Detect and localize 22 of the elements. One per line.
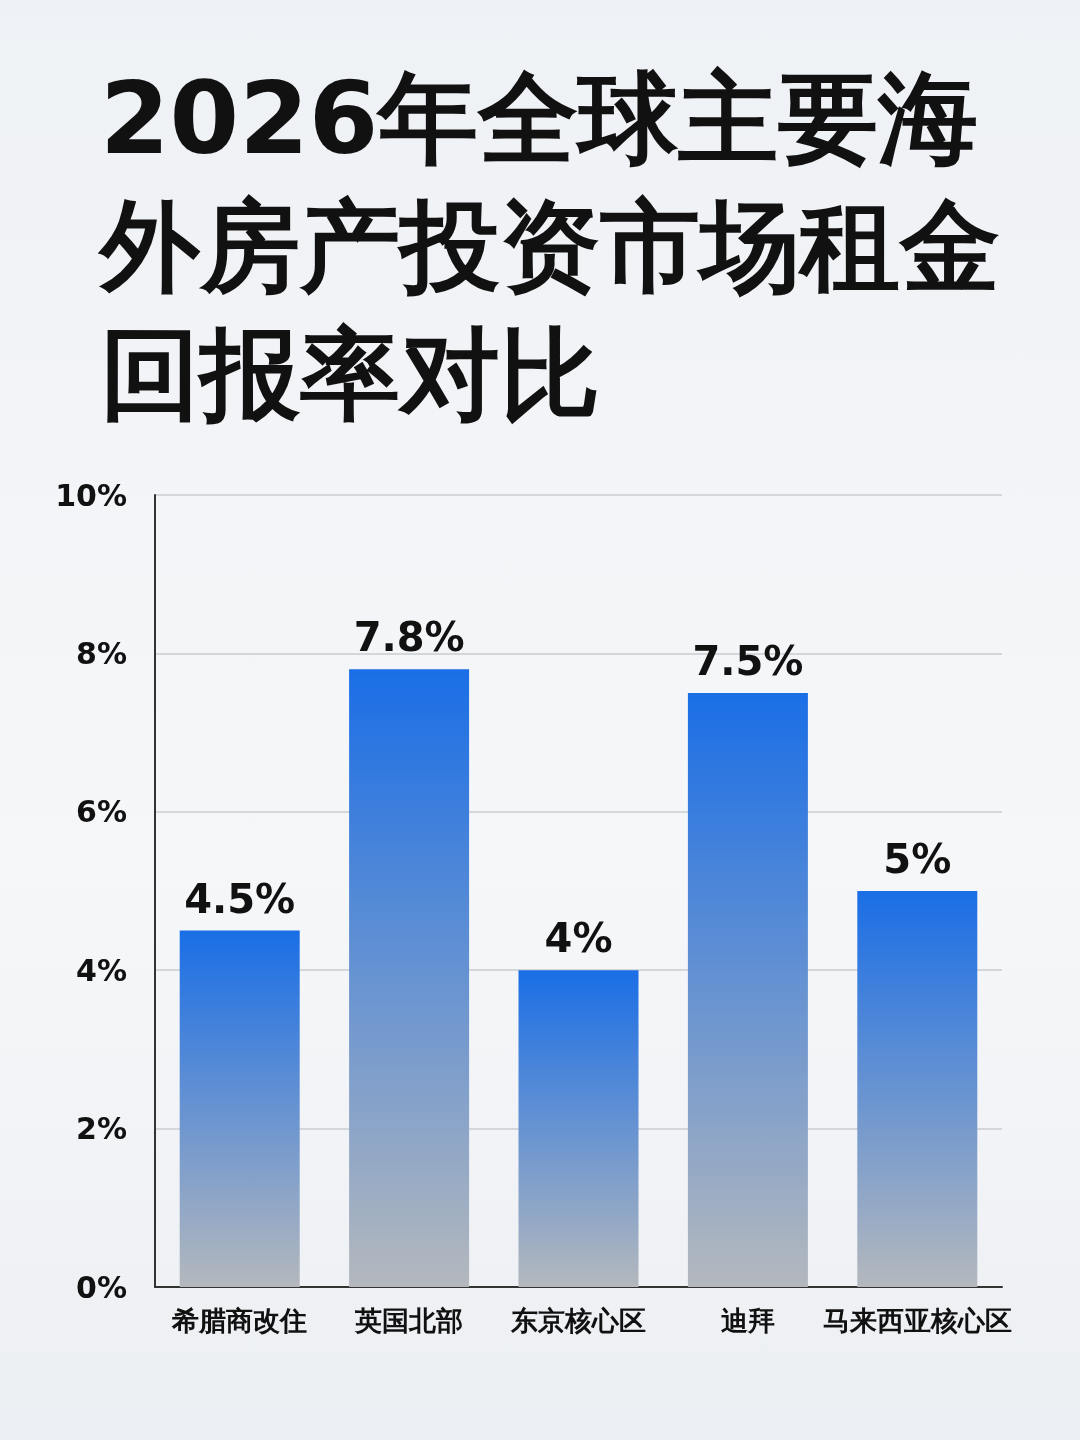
data-label: 5% bbox=[883, 836, 952, 882]
bar bbox=[518, 970, 639, 1287]
x-tick-label: 希腊商改住 bbox=[171, 1305, 308, 1336]
data-label: 7.8% bbox=[353, 614, 465, 661]
x-tick-label: 东京核心区 bbox=[510, 1305, 646, 1336]
y-tick-label: 0% bbox=[76, 1269, 127, 1305]
y-tick-label: 8% bbox=[76, 635, 127, 671]
y-tick-label: 6% bbox=[76, 794, 127, 830]
bar bbox=[179, 930, 300, 1287]
data-label: 7.5% bbox=[692, 638, 804, 684]
bar bbox=[349, 669, 470, 1287]
x-tick-label: 迪拜 bbox=[720, 1305, 775, 1336]
y-tick-label: 10% bbox=[55, 477, 127, 513]
x-tick-label: 马来西亚核心区 bbox=[822, 1305, 1012, 1336]
data-label: 4% bbox=[544, 915, 613, 962]
x-tick-label: 英国北部 bbox=[354, 1305, 464, 1336]
bar bbox=[687, 693, 808, 1287]
y-tick-label: 2% bbox=[76, 1111, 127, 1147]
chart-title: 2026年全球主要海外房产投资市场租金回报率对比 bbox=[100, 59, 1001, 435]
data-label: 4.5% bbox=[184, 875, 296, 922]
y-tick-label: 4% bbox=[76, 952, 127, 988]
bar bbox=[857, 891, 978, 1287]
